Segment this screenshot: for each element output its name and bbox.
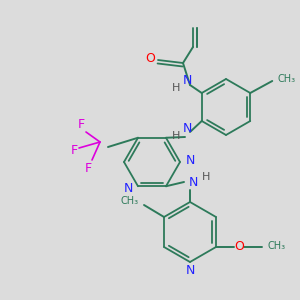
Text: CH₃: CH₃ — [268, 241, 286, 251]
Text: CH₃: CH₃ — [121, 196, 139, 206]
Text: H: H — [172, 131, 180, 141]
Text: H: H — [202, 172, 210, 182]
Text: F: F — [84, 161, 92, 175]
Text: N: N — [182, 122, 192, 136]
Text: N: N — [123, 182, 133, 195]
Text: N: N — [182, 74, 192, 86]
Text: F: F — [70, 143, 78, 157]
Text: F: F — [77, 118, 85, 131]
Text: H: H — [172, 83, 180, 93]
Text: O: O — [234, 239, 244, 253]
Text: N: N — [185, 265, 195, 278]
Text: N: N — [188, 176, 198, 188]
Text: O: O — [145, 52, 155, 65]
Text: N: N — [185, 154, 195, 166]
Text: CH₃: CH₃ — [277, 74, 296, 84]
